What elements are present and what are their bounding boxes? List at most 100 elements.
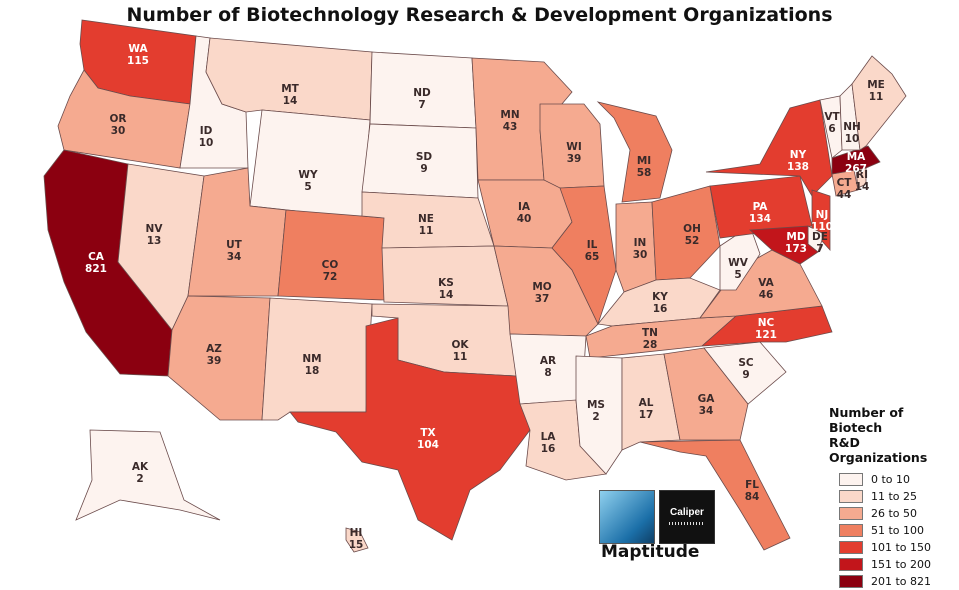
caliper-ruler-icon: [669, 522, 705, 525]
state-value-label: 2: [136, 473, 143, 485]
state-value-label: 34: [699, 405, 714, 417]
state-value-label: 37: [535, 293, 550, 305]
state-abbr-label: NV: [146, 223, 164, 235]
state-il: [551, 185, 617, 326]
state-hi: [345, 527, 369, 553]
state-abbr-label: ID: [200, 125, 213, 137]
state-value-label: 14: [283, 95, 298, 107]
state-abbr-label: NE: [418, 213, 434, 225]
state-abbr-label: SC: [738, 357, 754, 369]
state-abbr-label: AZ: [206, 343, 222, 355]
state-value-label: 8: [544, 367, 551, 379]
state-value-label: 65: [585, 251, 600, 263]
state-value-label: 11: [453, 351, 468, 363]
state-abbr-label: PA: [753, 201, 769, 213]
legend-title: Number of Biotech R&D Organizations: [829, 405, 957, 465]
legend-row: 0 to 10: [829, 471, 957, 488]
legend-label: 26 to 50: [871, 507, 918, 520]
legend-title-line2: R&D Organizations: [829, 435, 928, 465]
legend-swatch: [839, 473, 863, 486]
state-abbr-label: FL: [745, 479, 759, 491]
state-abbr-label: WI: [566, 141, 582, 153]
state-abbr-label: MS: [587, 399, 605, 411]
state-co: [277, 209, 387, 301]
state-abbr-label: RI: [856, 169, 868, 181]
state-abbr-label: ND: [413, 87, 431, 99]
legend-label: 201 to 821: [871, 575, 932, 588]
state-abbr-label: AR: [540, 355, 556, 367]
state-me: [851, 55, 907, 151]
state-abbr-label: AK: [132, 461, 149, 473]
state-ma: [831, 145, 881, 175]
state-value-label: 11: [869, 91, 884, 103]
state-value-label: 5: [304, 181, 311, 193]
state-abbr-label: MT: [281, 83, 299, 95]
state-value-label: 14: [855, 181, 870, 193]
state-value-label: 6: [828, 123, 835, 135]
state-abbr-label: MN: [500, 109, 519, 121]
state-value-label: 7: [418, 99, 425, 111]
state-abbr-label: MO: [532, 281, 551, 293]
state-abbr-label: IN: [634, 237, 647, 249]
state-value-label: 121: [755, 329, 777, 341]
state-value-label: 115: [127, 55, 149, 67]
state-value-label: 30: [111, 125, 126, 137]
state-abbr-label: VA: [758, 277, 774, 289]
state-abbr-label: NY: [790, 149, 807, 161]
state-value-label: 39: [207, 355, 222, 367]
state-al: [621, 353, 681, 451]
legend-label: 151 to 200: [871, 558, 932, 571]
state-value-label: 17: [639, 409, 654, 421]
state-abbr-label: WY: [298, 169, 318, 181]
state-abbr-label: MD: [786, 231, 805, 243]
legend-row: 11 to 25: [829, 488, 957, 505]
state-oh: [651, 185, 721, 281]
maptitude-wordmark: Maptitude: [601, 542, 700, 562]
state-value-label: 84: [745, 491, 760, 503]
state-value-label: 72: [323, 271, 338, 283]
state-abbr-label: TX: [420, 427, 435, 439]
state-abbr-label: NH: [843, 121, 861, 133]
legend-swatch: [839, 507, 863, 520]
state-value-label: 134: [749, 213, 771, 225]
state-value-label: 16: [653, 303, 668, 315]
state-abbr-label: NM: [302, 353, 321, 365]
state-abbr-label: CA: [88, 251, 105, 263]
state-ga: [663, 347, 749, 441]
state-abbr-label: OH: [683, 223, 701, 235]
state-value-label: 28: [643, 339, 658, 351]
legend-row: 101 to 150: [829, 539, 957, 556]
legend-label: 101 to 150: [871, 541, 932, 554]
state-ak: [75, 429, 221, 521]
legend-row: 26 to 50: [829, 505, 957, 522]
state-value-label: 7: [816, 243, 823, 255]
state-value-label: 9: [742, 369, 749, 381]
state-value-label: 43: [503, 121, 518, 133]
state-value-label: 58: [637, 167, 652, 179]
legend-row: 151 to 200: [829, 556, 957, 573]
state-abbr-label: KS: [438, 277, 454, 289]
state-ny: [705, 99, 833, 197]
legend-label: 11 to 25: [871, 490, 918, 503]
state-value-label: 30: [633, 249, 648, 261]
state-abbr-label: KY: [652, 291, 668, 303]
maptitude-logo-icon: [599, 490, 655, 544]
state-mi: [596, 101, 673, 203]
legend-swatch: [839, 524, 863, 537]
state-value-label: 2: [592, 411, 599, 423]
state-value-label: 173: [785, 243, 807, 255]
state-abbr-label: NC: [758, 317, 775, 329]
state-abbr-label: IL: [587, 239, 598, 251]
state-value-label: 5: [734, 269, 741, 281]
state-md: [749, 225, 819, 265]
legend-row: 201 to 821: [829, 573, 957, 590]
state-abbr-label: WV: [728, 257, 749, 269]
state-abbr-label: MA: [847, 151, 866, 163]
state-abbr-label: DE: [812, 231, 828, 243]
state-abbr-label: AL: [639, 397, 654, 409]
state-abbr-label: CT: [837, 177, 853, 189]
state-abbr-label: GA: [698, 393, 716, 405]
legend-swatch: [839, 558, 863, 571]
state-wy: [249, 109, 371, 219]
state-value-label: 44: [837, 189, 852, 201]
